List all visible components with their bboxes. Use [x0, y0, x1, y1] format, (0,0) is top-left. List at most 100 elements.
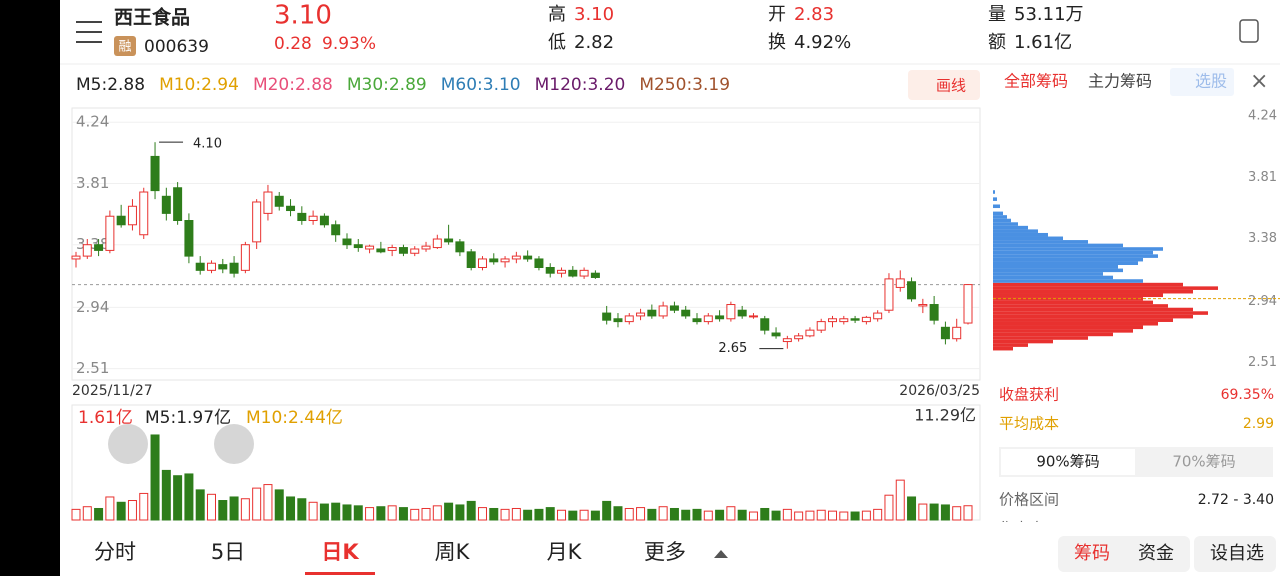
candle-body	[929, 304, 939, 321]
candle-body	[602, 312, 612, 321]
volume-bar	[839, 511, 849, 521]
volume-bar	[105, 496, 115, 521]
volume-bar	[568, 510, 578, 521]
candle-body	[760, 318, 770, 331]
candle-body	[511, 255, 521, 260]
chip-bar	[993, 240, 1088, 244]
ma-legend: M10:2.94	[159, 75, 239, 95]
chip-bar	[993, 321, 1158, 326]
candle-body	[839, 318, 849, 323]
chip-range-tab[interactable]: 90%筹码	[1036, 453, 1099, 471]
chip-range-tab[interactable]: 70%筹码	[1172, 453, 1235, 471]
chip-bar	[993, 243, 1123, 248]
bottom-action[interactable]: 资金	[1138, 543, 1174, 564]
candle-body	[116, 215, 126, 226]
draw-button-label: 画线	[936, 77, 966, 95]
chip-tab-selected[interactable]	[1001, 449, 1135, 475]
candle-body	[229, 262, 239, 274]
volume-bar	[873, 508, 883, 521]
candle-body	[410, 248, 420, 254]
volume-bar	[613, 506, 623, 521]
chip-bar	[993, 318, 1173, 322]
stat-value: 2.72 - 3.40	[1198, 492, 1274, 508]
candle-body	[873, 312, 883, 320]
volume-max: 11.29亿	[914, 406, 976, 425]
candle-body	[828, 318, 838, 323]
volume-bar	[647, 508, 657, 521]
chip-bar	[993, 268, 1123, 273]
bottom-action[interactable]: 筹码	[1074, 543, 1110, 564]
volume-bar	[127, 500, 137, 521]
chip-bar	[993, 346, 1013, 351]
volume-bar	[602, 500, 612, 521]
candle-body	[421, 245, 431, 250]
chip-bar	[993, 325, 1143, 330]
candle-body	[150, 155, 160, 192]
bottom-tab[interactable]: 周K	[435, 540, 471, 564]
chip-bar	[993, 275, 1113, 280]
menu-icon[interactable]	[76, 21, 102, 43]
candle-body	[286, 205, 296, 212]
candle-body	[500, 258, 510, 263]
volume-bar	[907, 496, 917, 521]
candle-body	[398, 247, 408, 254]
volume-bar	[455, 504, 465, 521]
candle-body	[703, 315, 713, 323]
candle-body	[884, 278, 894, 311]
chip-y-tick-label: 4.24	[1248, 109, 1277, 124]
bottom-tab[interactable]: 日K	[321, 540, 359, 564]
start-date: 2025/11/27	[72, 383, 153, 399]
candle-body	[681, 309, 691, 317]
share-icon[interactable]	[1239, 19, 1259, 43]
volume-bar	[342, 504, 352, 521]
volume-bar	[331, 502, 341, 521]
candle-body	[579, 269, 589, 277]
candle-body	[489, 258, 499, 263]
chip-bar	[993, 250, 1153, 255]
draw-button[interactable]	[908, 70, 980, 100]
candle-body	[658, 305, 668, 317]
chip-bar	[993, 339, 1053, 344]
y-tick-label: 4.24	[76, 113, 109, 131]
prev-arrow[interactable]	[108, 424, 148, 464]
badge-bg	[114, 36, 136, 56]
volume-bar	[477, 507, 487, 521]
chip-y-tick-label: 3.38	[1248, 231, 1277, 246]
chip-tab[interactable]: 全部筹码	[1004, 72, 1068, 91]
candle-body	[557, 269, 567, 274]
candle-body	[432, 238, 442, 249]
chip-tab[interactable]: 主力筹码	[1088, 72, 1152, 91]
volume-bar	[432, 505, 442, 521]
candle-body	[737, 309, 747, 317]
candle-body	[647, 309, 657, 317]
end-date: 2026/03/25	[899, 383, 980, 399]
chip-bar	[993, 247, 1163, 251]
bottom-tab[interactable]: 更多	[644, 540, 686, 564]
candle-body	[466, 251, 476, 268]
change: 0.28	[274, 34, 312, 54]
candle-body	[794, 335, 804, 340]
volume-bar	[624, 507, 634, 521]
close-icon[interactable]: ×	[1250, 69, 1268, 94]
volume-bar	[884, 494, 894, 521]
volume-bar	[715, 509, 725, 521]
ma-legend: M60:3.10	[441, 75, 521, 95]
bottom-action[interactable]: 设自选	[1210, 543, 1264, 564]
volume-bar	[387, 505, 397, 521]
candle-body	[82, 244, 92, 257]
next-arrow[interactable]	[214, 424, 254, 464]
bottom-tab[interactable]: 分时	[94, 540, 136, 564]
candle-body	[387, 247, 397, 251]
ma-legend: M120:3.20	[535, 75, 626, 95]
candle-body	[861, 316, 871, 323]
candle-body	[331, 224, 341, 236]
candle-body	[444, 238, 454, 243]
bottom-bar	[60, 535, 1055, 576]
bottom-tab[interactable]: 月K	[547, 540, 583, 564]
bottom-tab[interactable]: 5日	[211, 540, 245, 564]
volume-legend: M5:1.97亿	[145, 408, 231, 428]
candle-body	[895, 278, 905, 288]
volume-bar	[421, 507, 431, 521]
y-tick-label: 3.38	[76, 235, 109, 253]
candle-body	[624, 315, 634, 323]
